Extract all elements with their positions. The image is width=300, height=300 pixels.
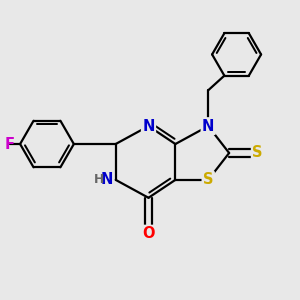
Text: S: S <box>203 172 214 188</box>
Text: F: F <box>5 136 15 152</box>
Text: S: S <box>252 146 263 160</box>
Text: N: N <box>142 118 155 134</box>
Text: N: N <box>202 118 214 134</box>
Text: H: H <box>94 173 104 186</box>
Text: N: N <box>100 172 113 188</box>
Text: O: O <box>142 226 155 241</box>
